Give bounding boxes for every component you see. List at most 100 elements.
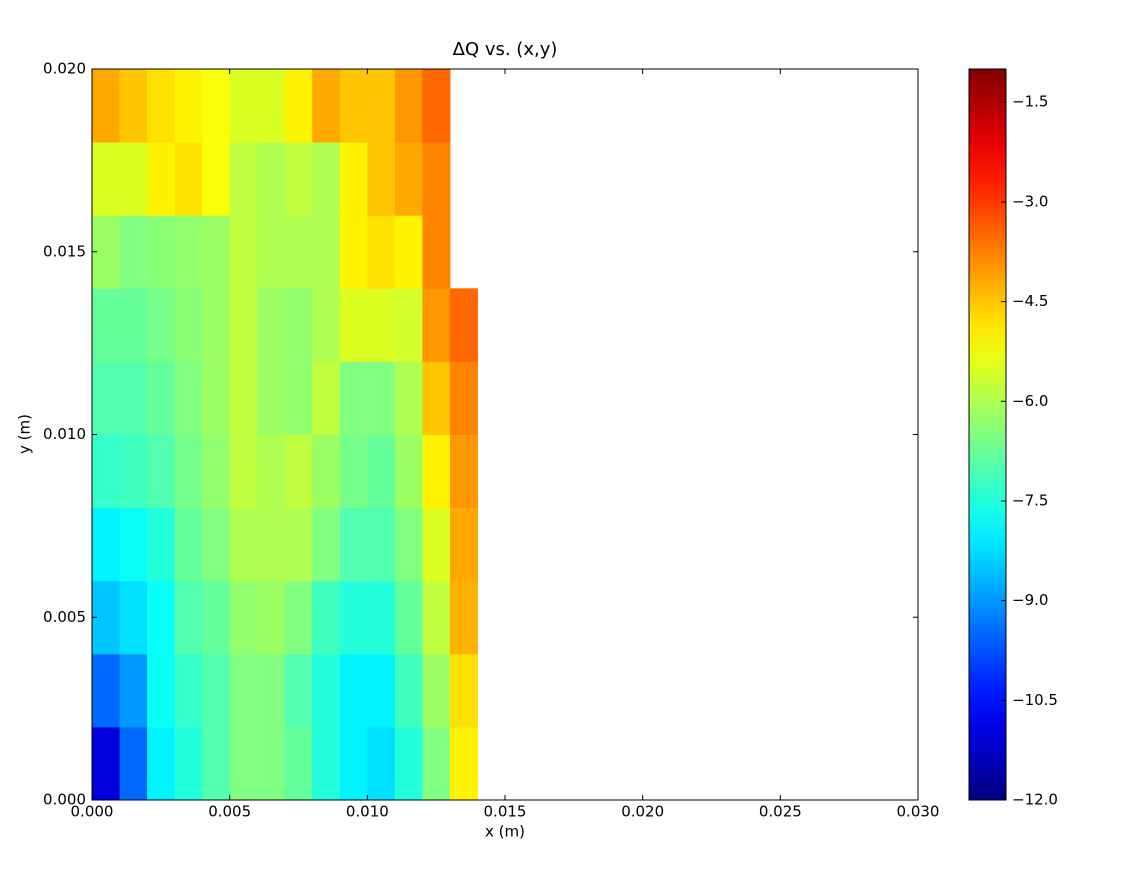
heatmap-cell bbox=[147, 69, 176, 143]
colorbar-tick-label: −12.0 bbox=[1012, 791, 1058, 809]
heatmap-cell bbox=[257, 142, 286, 216]
heatmap-cell bbox=[394, 142, 423, 216]
heatmap-cell bbox=[367, 142, 396, 216]
heatmap-cell bbox=[119, 726, 148, 801]
heatmap-cell bbox=[367, 215, 396, 289]
heatmap-cell bbox=[394, 215, 423, 289]
heatmap-cell bbox=[92, 434, 121, 509]
x-tick-label: 0.020 bbox=[621, 803, 664, 821]
heatmap-cell bbox=[339, 361, 368, 435]
heatmap-cell bbox=[202, 69, 231, 143]
heatmap-cell bbox=[422, 361, 451, 435]
heatmap-cell bbox=[367, 726, 396, 801]
heatmap-cell bbox=[284, 142, 313, 216]
heatmap-cell bbox=[229, 507, 258, 582]
heatmap-cell bbox=[367, 288, 396, 362]
heatmap-cell bbox=[119, 361, 148, 435]
heatmap-cell bbox=[422, 434, 451, 509]
heatmap-cell bbox=[312, 653, 341, 728]
colorbar-tick-label: −9.0 bbox=[1012, 591, 1048, 609]
heatmap-cell bbox=[422, 653, 451, 728]
heatmap-cell bbox=[92, 69, 121, 143]
y-tick-label: 0.005 bbox=[43, 608, 86, 626]
heatmap-cell bbox=[394, 361, 423, 435]
colorbar-tick-label: −4.5 bbox=[1012, 292, 1048, 310]
x-tick-label: 0.005 bbox=[208, 803, 251, 821]
heatmap-cell bbox=[422, 507, 451, 582]
colorbar-tick-label: −6.0 bbox=[1012, 392, 1048, 410]
heatmap-cell bbox=[312, 69, 341, 143]
heatmap-cell bbox=[147, 434, 176, 509]
heatmap-cell bbox=[92, 653, 121, 728]
heatmap-cell bbox=[202, 726, 231, 801]
heatmap-cell bbox=[229, 215, 258, 289]
heatmap-cell bbox=[174, 288, 203, 362]
heatmap-cell bbox=[449, 580, 478, 655]
heatmap-cell bbox=[147, 726, 176, 801]
heatmap-cell bbox=[257, 434, 286, 509]
heatmap-cell bbox=[284, 361, 313, 435]
heatmap-cell bbox=[147, 580, 176, 655]
heatmap-cell bbox=[312, 288, 341, 362]
heatmap-cell bbox=[174, 507, 203, 582]
heatmap-cell bbox=[367, 580, 396, 655]
heatmap-cell bbox=[257, 653, 286, 728]
x-tick-label: 0.015 bbox=[484, 803, 527, 821]
heatmap-cell bbox=[422, 215, 451, 289]
heatmap-cell bbox=[174, 361, 203, 435]
heatmap-cell bbox=[147, 288, 176, 362]
heatmap-cell bbox=[92, 726, 121, 801]
heatmap-cell bbox=[339, 434, 368, 509]
heatmap-cell bbox=[229, 288, 258, 362]
heatmap-cell bbox=[449, 726, 478, 801]
heatmap-cell bbox=[339, 653, 368, 728]
heatmap-cell bbox=[257, 726, 286, 801]
heatmap-cell bbox=[394, 580, 423, 655]
heatmap-cell bbox=[367, 507, 396, 582]
heatmap-cell bbox=[119, 507, 148, 582]
heatmap-cell bbox=[394, 434, 423, 509]
heatmap-cell bbox=[229, 580, 258, 655]
heatmap-cell bbox=[284, 507, 313, 582]
heatmap-cell bbox=[119, 69, 148, 143]
heatmap-cell bbox=[394, 288, 423, 362]
heatmap-cell bbox=[174, 653, 203, 728]
heatmap-cell bbox=[174, 726, 203, 801]
colorbar-tick-label: −7.5 bbox=[1012, 491, 1048, 509]
heatmap-cell bbox=[367, 69, 396, 143]
chart-title: ΔQ vs. (x,y) bbox=[453, 39, 558, 60]
heatmap-cell bbox=[257, 507, 286, 582]
heatmap-cell bbox=[147, 361, 176, 435]
heatmap-cell bbox=[284, 726, 313, 801]
heatmap-cell bbox=[174, 580, 203, 655]
heatmap-cell bbox=[312, 726, 341, 801]
heatmap-cell bbox=[367, 434, 396, 509]
y-tick-label: 0.010 bbox=[43, 425, 86, 443]
x-tick-label: 0.030 bbox=[897, 803, 940, 821]
x-tick-label: 0.025 bbox=[759, 803, 802, 821]
heatmap-cell bbox=[202, 215, 231, 289]
colorbar bbox=[968, 68, 1007, 801]
x-axis-label: x (m) bbox=[485, 823, 525, 841]
heatmap-cell bbox=[119, 434, 148, 509]
heatmap-cell bbox=[257, 288, 286, 362]
heatmap-cell bbox=[202, 142, 231, 216]
heatmap-cell bbox=[119, 142, 148, 216]
heatmap-cell bbox=[422, 726, 451, 801]
heatmap-cell bbox=[174, 215, 203, 289]
heatmap-cell bbox=[174, 142, 203, 216]
heatmap-cell bbox=[422, 580, 451, 655]
heatmap-cell bbox=[202, 653, 231, 728]
heatmap-cell bbox=[449, 653, 478, 728]
x-tick-label: 0.010 bbox=[346, 803, 389, 821]
heatmap-cell bbox=[339, 142, 368, 216]
heatmap-cell bbox=[119, 215, 148, 289]
heatmap-cell bbox=[202, 580, 231, 655]
heatmap-cell bbox=[422, 142, 451, 216]
heatmap-cell bbox=[257, 69, 286, 143]
heatmap-cell bbox=[92, 507, 121, 582]
heatmap-cell bbox=[202, 507, 231, 582]
heatmap-cell bbox=[284, 653, 313, 728]
heatmap-cell bbox=[449, 434, 478, 509]
